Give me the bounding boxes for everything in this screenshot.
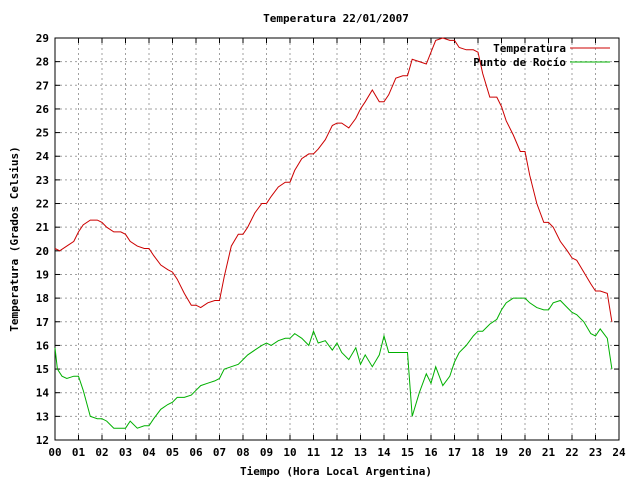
x-tick-label: 17 — [448, 446, 461, 459]
y-tick-label: 17 — [36, 316, 49, 329]
y-tick-label: 28 — [36, 56, 49, 69]
y-axis-label: Temperatura (Grados Celsius) — [8, 146, 21, 331]
x-tick-label: 16 — [424, 446, 438, 459]
x-tick-label: 13 — [354, 446, 367, 459]
x-tick-label: 23 — [589, 446, 602, 459]
x-tick-label: 07 — [213, 446, 226, 459]
y-tick-label: 13 — [36, 410, 49, 423]
x-tick-label: 10 — [283, 446, 296, 459]
chart-title: Temperatura 22/01/2007 — [263, 12, 409, 25]
y-tick-label: 18 — [36, 292, 49, 305]
x-tick-label: 15 — [401, 446, 414, 459]
x-tick-label: 02 — [95, 446, 108, 459]
series-line-punto-de-rocio — [54, 297, 613, 429]
x-tick-label: 21 — [542, 446, 556, 459]
x-tick-label: 19 — [495, 446, 508, 459]
x-tick-label: 12 — [330, 446, 343, 459]
y-tick-label: 22 — [36, 198, 49, 211]
y-tick-label: 16 — [36, 339, 50, 352]
x-tick-label: 06 — [189, 446, 203, 459]
series-lines — [54, 37, 613, 429]
x-tick-label: 20 — [518, 446, 531, 459]
y-tick-label: 15 — [36, 363, 49, 376]
y-tick-label: 19 — [36, 268, 49, 281]
y-tick-label: 26 — [36, 103, 50, 116]
x-tick-label: 09 — [260, 446, 273, 459]
series-line-temperatura — [54, 37, 613, 322]
x-tick-label: 00 — [48, 446, 61, 459]
x-axis-label: Tiempo (Hora Local Argentina) — [240, 465, 432, 478]
legend: Temperatura Punto de Rocío — [473, 42, 610, 69]
x-tick-label: 14 — [377, 446, 391, 459]
y-tick-label: 29 — [36, 32, 49, 45]
y-tick-label: 12 — [36, 434, 49, 447]
y-tick-label: 25 — [36, 127, 49, 140]
legend-label-punto-de-rocio: Punto de Rocío — [473, 56, 566, 69]
x-tick-label: 05 — [166, 446, 179, 459]
y-tick-label: 14 — [36, 387, 50, 400]
legend-label-temperatura: Temperatura — [493, 42, 566, 55]
y-tick-label: 24 — [36, 150, 50, 163]
x-tick-label: 04 — [142, 446, 156, 459]
grid-lines — [55, 38, 619, 440]
x-tick-label: 01 — [72, 446, 86, 459]
y-tick-label: 20 — [36, 245, 49, 258]
x-tick-label: 18 — [471, 446, 484, 459]
x-tick-label: 24 — [612, 446, 626, 459]
y-tick-label: 23 — [36, 174, 49, 187]
y-tick-label: 21 — [36, 221, 50, 234]
y-tick-label: 27 — [36, 79, 49, 92]
x-axis-ticks: 00 01 02 03 04 05 06 07 08 09 10 11 12 13 14 15 16 17 18 19… — [48, 38, 626, 459]
x-tick-label: 22 — [565, 446, 578, 459]
y-axis-ticks: 12 13 14 15 16 17 18 19 20 21 22 23 24 25 26 27 28 29 — [36, 32, 619, 447]
x-tick-label: 03 — [119, 446, 132, 459]
x-tick-label: 08 — [236, 446, 249, 459]
x-tick-label: 11 — [307, 446, 321, 459]
